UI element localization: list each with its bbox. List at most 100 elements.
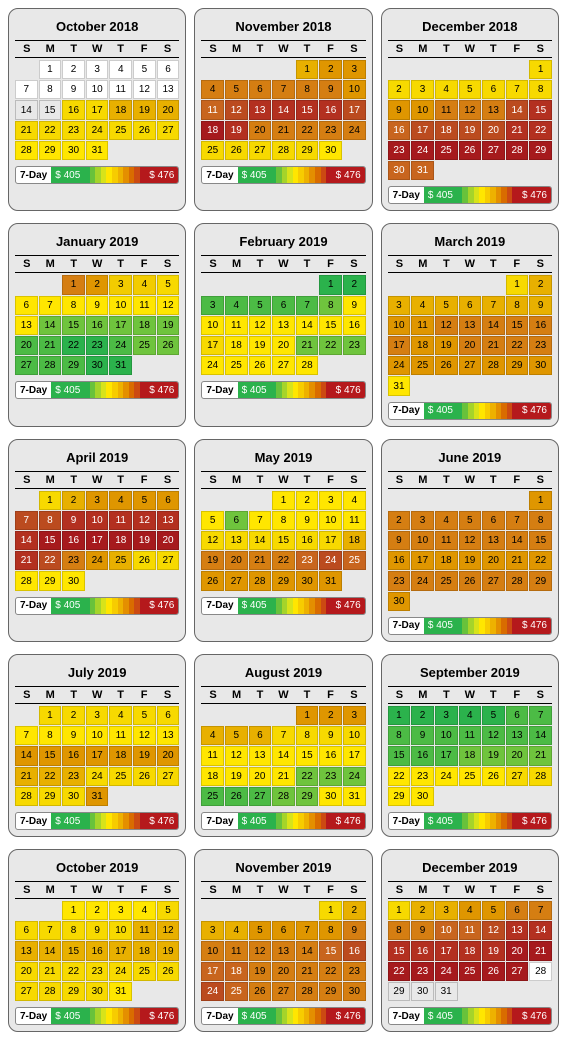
day-blank bbox=[225, 491, 248, 510]
legend-low-price: $ 405 bbox=[238, 167, 271, 183]
calendar-month: November 2019SMTWTFS12345678910111213141… bbox=[194, 849, 372, 1032]
day-cell: 31 bbox=[388, 376, 411, 395]
day-cell: 1 bbox=[296, 706, 319, 725]
day-cell: 31 bbox=[109, 356, 132, 375]
day-cell: 8 bbox=[506, 296, 529, 315]
day-cell: 9 bbox=[388, 531, 411, 550]
day-cell: 28 bbox=[39, 982, 62, 1001]
dow-label: W bbox=[272, 882, 295, 898]
day-cell: 30 bbox=[86, 356, 109, 375]
legend-high-price: $ 476 bbox=[332, 382, 365, 398]
day-cell: 23 bbox=[319, 121, 342, 140]
day-cell: 30 bbox=[343, 982, 366, 1001]
dow-label: S bbox=[15, 41, 38, 57]
day-blank bbox=[201, 275, 224, 294]
legend-label: 7-Day bbox=[202, 385, 237, 396]
day-cell: 2 bbox=[86, 901, 109, 920]
day-cell: 29 bbox=[39, 141, 62, 160]
month-title: March 2019 bbox=[388, 230, 552, 255]
dow-label: T bbox=[109, 256, 132, 272]
dow-label: S bbox=[529, 41, 552, 57]
day-cell: 11 bbox=[459, 921, 482, 940]
day-blank bbox=[459, 491, 482, 510]
day-blank bbox=[272, 706, 295, 725]
price-legend: 7-Day$ 405$ 476 bbox=[201, 597, 365, 615]
calendar-grid: October 2018SMTWTFS123456789101112131415… bbox=[8, 8, 559, 1032]
day-cell: 24 bbox=[109, 336, 132, 355]
day-cell: 6 bbox=[482, 80, 505, 99]
day-cell: 17 bbox=[109, 316, 132, 335]
day-cell: 20 bbox=[506, 746, 529, 765]
dow-label: S bbox=[388, 882, 411, 898]
day-cell: 3 bbox=[201, 921, 224, 940]
day-cell: 1 bbox=[272, 491, 295, 510]
day-blank bbox=[482, 60, 505, 79]
day-cell: 14 bbox=[506, 100, 529, 119]
day-cell: 16 bbox=[411, 746, 434, 765]
dow-label: T bbox=[62, 687, 85, 703]
legend-low-price: $ 405 bbox=[238, 598, 271, 614]
day-cell: 12 bbox=[225, 746, 248, 765]
day-cell: 4 bbox=[201, 80, 224, 99]
month-title: May 2019 bbox=[201, 446, 365, 471]
dow-label: T bbox=[248, 882, 271, 898]
day-cell: 30 bbox=[296, 571, 319, 590]
dow-label: T bbox=[435, 256, 458, 272]
day-cell: 29 bbox=[388, 982, 411, 1001]
dow-label: S bbox=[201, 882, 224, 898]
day-blank bbox=[225, 901, 248, 920]
day-cell: 15 bbox=[39, 746, 62, 765]
dow-label: T bbox=[62, 256, 85, 272]
dow-label: S bbox=[388, 687, 411, 703]
day-cell: 2 bbox=[319, 60, 342, 79]
day-cell: 4 bbox=[343, 491, 366, 510]
dow-label: T bbox=[248, 472, 271, 488]
days-grid: 1234567891011121314151617181920212223242… bbox=[15, 60, 179, 160]
day-cell: 18 bbox=[459, 941, 482, 960]
day-cell: 18 bbox=[225, 962, 248, 981]
legend-scale bbox=[84, 382, 145, 398]
day-cell: 21 bbox=[506, 121, 529, 140]
dow-label: M bbox=[411, 256, 434, 272]
day-cell: 22 bbox=[39, 767, 62, 786]
calendar-month: April 2019SMTWTFS12345678910111213141516… bbox=[8, 439, 186, 642]
day-cell: 31 bbox=[435, 982, 458, 1001]
day-cell: 1 bbox=[62, 901, 85, 920]
month-title: September 2019 bbox=[388, 661, 552, 686]
price-legend: 7-Day$ 405$ 476 bbox=[388, 186, 552, 204]
day-cell: 3 bbox=[86, 491, 109, 510]
day-cell: 1 bbox=[319, 275, 342, 294]
day-cell: 13 bbox=[249, 746, 272, 765]
day-cell: 7 bbox=[272, 726, 295, 745]
legend-low-price: $ 405 bbox=[51, 598, 84, 614]
day-cell: 13 bbox=[272, 316, 295, 335]
day-cell: 8 bbox=[319, 921, 342, 940]
day-cell: 21 bbox=[296, 336, 319, 355]
day-cell: 25 bbox=[109, 121, 132, 140]
day-cell: 21 bbox=[272, 121, 295, 140]
day-cell: 3 bbox=[388, 296, 411, 315]
month-title: April 2019 bbox=[15, 446, 179, 471]
day-cell: 18 bbox=[109, 531, 132, 550]
day-cell: 4 bbox=[459, 901, 482, 920]
day-cell: 19 bbox=[459, 121, 482, 140]
day-cell: 28 bbox=[296, 982, 319, 1001]
legend-high-price: $ 476 bbox=[518, 1008, 551, 1024]
calendar-month: July 2019SMTWTFS123456789101112131415161… bbox=[8, 654, 186, 837]
dow-label: F bbox=[319, 882, 342, 898]
day-cell: 14 bbox=[272, 746, 295, 765]
dow-label: T bbox=[295, 256, 318, 272]
day-cell: 12 bbox=[459, 531, 482, 550]
dow-label: S bbox=[156, 41, 179, 57]
day-cell: 4 bbox=[225, 921, 248, 940]
legend-scale bbox=[457, 403, 518, 419]
day-cell: 18 bbox=[411, 336, 434, 355]
day-cell: 29 bbox=[39, 787, 62, 806]
day-cell: 7 bbox=[506, 511, 529, 530]
day-cell: 3 bbox=[343, 60, 366, 79]
day-cell: 7 bbox=[296, 296, 319, 315]
day-cell: 27 bbox=[482, 141, 505, 160]
day-cell: 26 bbox=[157, 962, 180, 981]
day-blank bbox=[272, 60, 295, 79]
day-cell: 17 bbox=[319, 531, 342, 550]
